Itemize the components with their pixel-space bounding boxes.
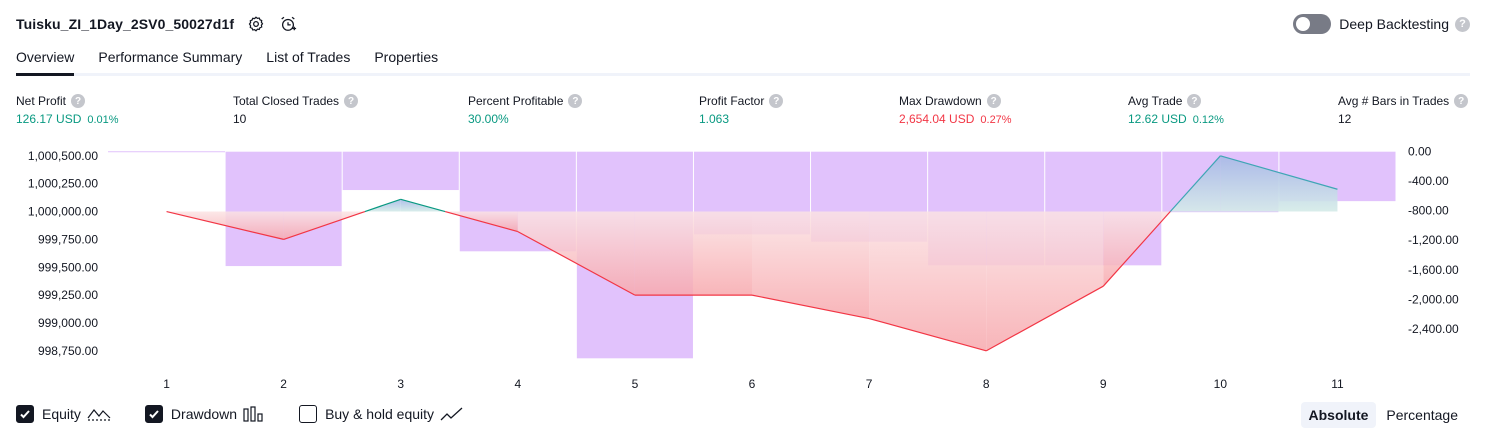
drawdown-tick-label: -1,200.00 [1408, 233, 1459, 247]
legend-label: Buy & hold equity [325, 406, 434, 422]
x-tick-label: 5 [632, 377, 639, 391]
stat-value: 12 [1338, 112, 1351, 126]
legend-label: Drawdown [171, 406, 237, 422]
help-icon[interactable]: ? [1455, 17, 1470, 32]
tab-properties[interactable]: Properties [374, 44, 438, 73]
x-tick-label: 9 [1100, 377, 1107, 391]
legend-equity[interactable]: Equity [16, 405, 111, 423]
drawdown-bar [343, 152, 459, 190]
drawdown-tick-label: -800.00 [1408, 204, 1449, 218]
drawdown-tick-label: -2,400.00 [1408, 322, 1459, 336]
deep-backtesting: Deep Backtesting ? [1293, 13, 1470, 35]
x-tick-label: 3 [397, 377, 404, 391]
drawdown-bar [226, 152, 342, 266]
stat-profit-factor: Profit Factor? 1.063 [699, 92, 783, 126]
stat-value: 12.62 USD [1128, 112, 1187, 126]
drawdown-tick-label: -400.00 [1408, 174, 1449, 188]
help-icon[interactable]: ? [568, 94, 582, 108]
stat-value: 126.17 USD [16, 112, 81, 126]
drawdown-bars-icon [243, 406, 265, 422]
stat-label: Total Closed Trades [233, 94, 339, 108]
stat-net-profit: Net Profit? 126.17 USD 0.01% [16, 92, 119, 126]
equity-tick-label: 999,250.00 [38, 288, 98, 302]
stat-label: Avg Trade [1128, 94, 1182, 108]
equity-tick-label: 999,000.00 [38, 316, 98, 330]
x-tick-label: 6 [749, 377, 756, 391]
drawdown-checkbox[interactable] [145, 405, 163, 423]
report-tabs: Overview Performance Summary List of Tra… [16, 44, 1470, 76]
x-axis-labels: 1 2 3 4 5 6 7 8 9 10 11 [163, 377, 1344, 391]
x-tick-label: 4 [514, 377, 521, 391]
stat-label: Net Profit [16, 94, 66, 108]
stat-value: 2,654.04 USD [899, 112, 974, 126]
buy-hold-line-icon [440, 406, 464, 422]
stat-avg-bars: Avg # Bars in Trades? 12 [1338, 92, 1468, 126]
equity-line-icon [87, 406, 111, 422]
stat-percent-profitable: Percent Profitable? 30.00% [468, 92, 582, 126]
settings-icon[interactable] [246, 14, 266, 34]
drawdown-tick-label: -2,000.00 [1408, 292, 1459, 306]
equity-loss-area [986, 212, 1103, 351]
help-icon[interactable]: ? [71, 94, 85, 108]
equity-drawdown-chart[interactable]: 1,000,500.00 1,000,250.00 1,000,000.00 999,… [0, 140, 1486, 395]
chart-legend: Equity Drawdown Buy & hold equity [16, 403, 498, 425]
stat-percent: 0.01% [87, 114, 118, 126]
x-tick-label: 8 [983, 377, 990, 391]
buy-hold-checkbox[interactable] [299, 405, 317, 423]
stat-label: Avg # Bars in Trades [1338, 94, 1449, 108]
help-icon[interactable]: ? [344, 94, 358, 108]
alarm-add-icon[interactable] [278, 14, 298, 34]
report-header: Tuisku_ZI_1Day_2SV0_50027d1f [16, 13, 298, 35]
x-tick-label: 1 [163, 377, 170, 391]
stat-label: Profit Factor [699, 94, 764, 108]
equity-checkbox[interactable] [16, 405, 34, 423]
stat-avg-trade: Avg Trade? 12.62 USD 0.12% [1128, 92, 1224, 126]
stat-value: 30.00% [468, 112, 509, 126]
help-icon[interactable]: ? [1187, 94, 1201, 108]
x-tick-label: 11 [1331, 377, 1344, 391]
absolute-button[interactable]: Absolute [1301, 402, 1377, 428]
stat-max-drawdown: Max Drawdown? 2,654.04 USD 0.27% [899, 92, 1012, 126]
legend-buy-hold[interactable]: Buy & hold equity [299, 405, 464, 423]
equity-loss-area [752, 212, 869, 319]
stats-row: Net Profit? 126.17 USD 0.01% Total Closed… [0, 92, 1486, 132]
equity-tick-label: 1,000,000.00 [28, 205, 98, 219]
drawdown-tick-label: -1,600.00 [1408, 263, 1459, 277]
equity-tick-label: 999,750.00 [38, 232, 98, 246]
legend-label: Equity [42, 406, 81, 422]
stat-label: Max Drawdown [899, 94, 982, 108]
equity-axis-labels: 1,000,500.00 1,000,250.00 1,000,000.00 999,… [28, 149, 98, 358]
drawdown-tick-label: 0.00 [1408, 145, 1432, 159]
equity-loss-area [635, 212, 752, 296]
tab-list-of-trades[interactable]: List of Trades [266, 44, 350, 73]
help-icon[interactable]: ? [769, 94, 783, 108]
x-tick-label: 7 [866, 377, 873, 391]
equity-tick-label: 1,000,250.00 [28, 177, 98, 191]
stat-percent: 0.27% [980, 114, 1011, 126]
equity-loss-area [518, 212, 635, 296]
tab-overview[interactable]: Overview [16, 44, 74, 73]
equity-tick-label: 1,000,500.00 [28, 149, 98, 163]
drawdown-axis-labels: 0.00 -400.00 -800.00 -1,200.00 -1,600.00 -2,0… [1408, 145, 1459, 336]
equity-tick-label: 998,750.00 [38, 344, 98, 358]
help-icon[interactable]: ? [1454, 94, 1468, 108]
legend-drawdown[interactable]: Drawdown [145, 405, 265, 423]
equity-tick-label: 999,500.00 [38, 260, 98, 274]
display-mode: Absolute Percentage [1299, 401, 1467, 429]
deep-backtesting-toggle[interactable] [1293, 14, 1331, 34]
tab-performance-summary[interactable]: Performance Summary [98, 44, 242, 73]
stat-percent: 0.12% [1193, 114, 1224, 126]
stat-value: 1.063 [699, 112, 729, 126]
percentage-button[interactable]: Percentage [1378, 402, 1466, 428]
help-icon[interactable]: ? [987, 94, 1001, 108]
stat-value: 10 [233, 112, 246, 126]
stat-label: Percent Profitable [468, 94, 563, 108]
x-tick-label: 2 [280, 377, 287, 391]
strategy-title: Tuisku_ZI_1Day_2SV0_50027d1f [16, 16, 234, 32]
deep-backtesting-label: Deep Backtesting [1339, 16, 1449, 32]
stat-total-closed-trades: Total Closed Trades? 10 [233, 92, 358, 126]
equity-loss-area [869, 212, 986, 351]
x-tick-label: 10 [1214, 377, 1228, 391]
